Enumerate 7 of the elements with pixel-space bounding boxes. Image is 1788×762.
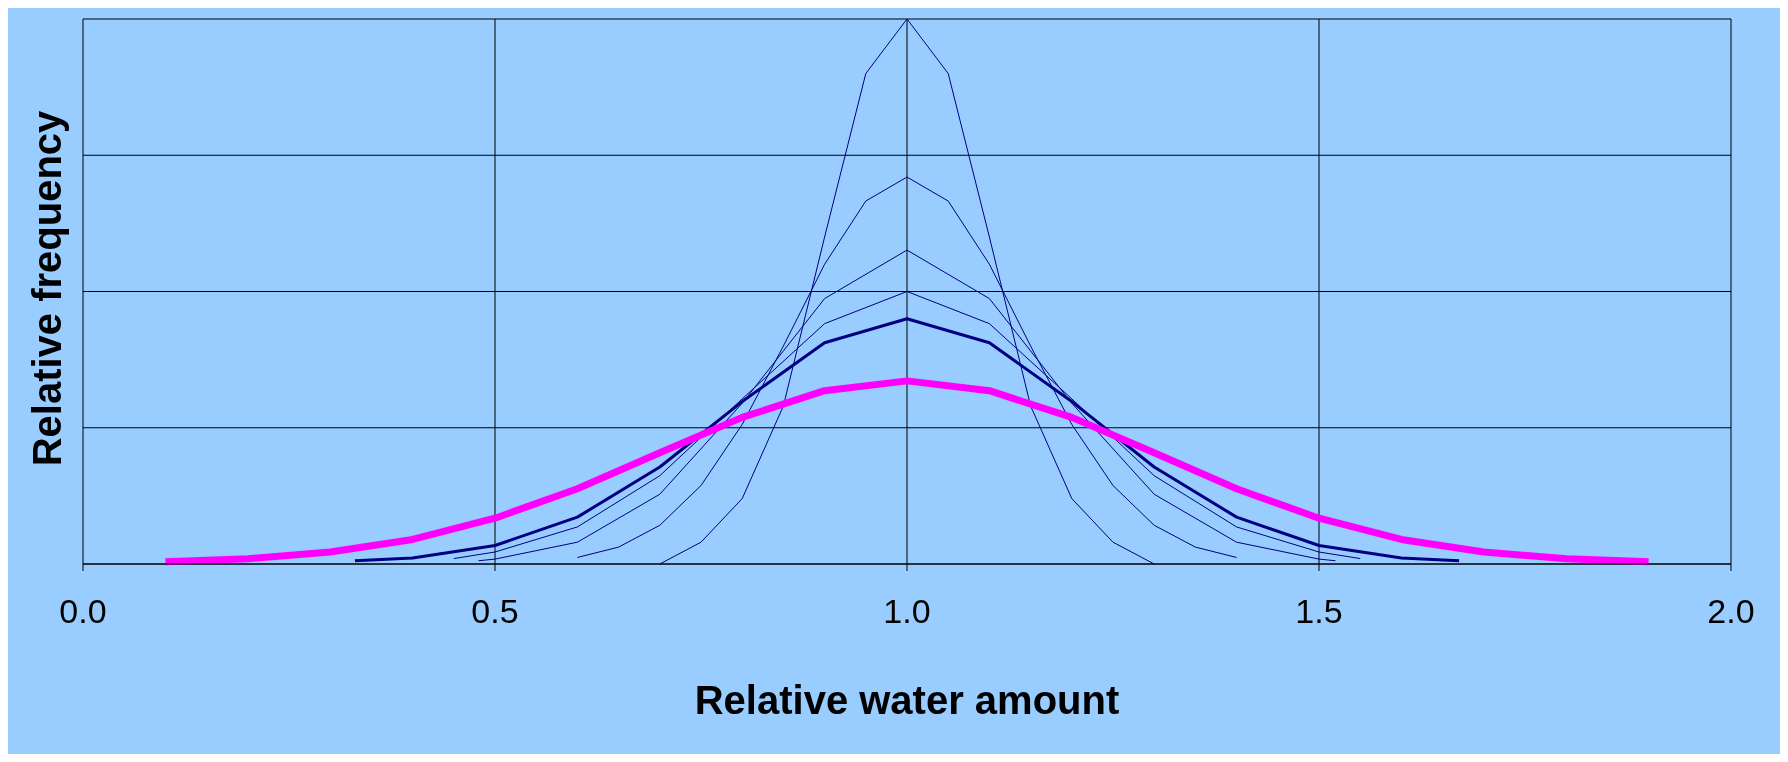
x-axis-title: Relative water amount <box>694 678 1120 722</box>
x-tick-label: 1.0 <box>883 592 931 631</box>
x-tick-label: 1.5 <box>1295 592 1343 631</box>
x-tick-label: 0.0 <box>59 592 107 631</box>
y-axis-title: Relative frequency <box>25 110 71 466</box>
x-tick-label: 0.5 <box>471 592 519 631</box>
x-tick-label: 2.0 <box>1707 592 1755 631</box>
